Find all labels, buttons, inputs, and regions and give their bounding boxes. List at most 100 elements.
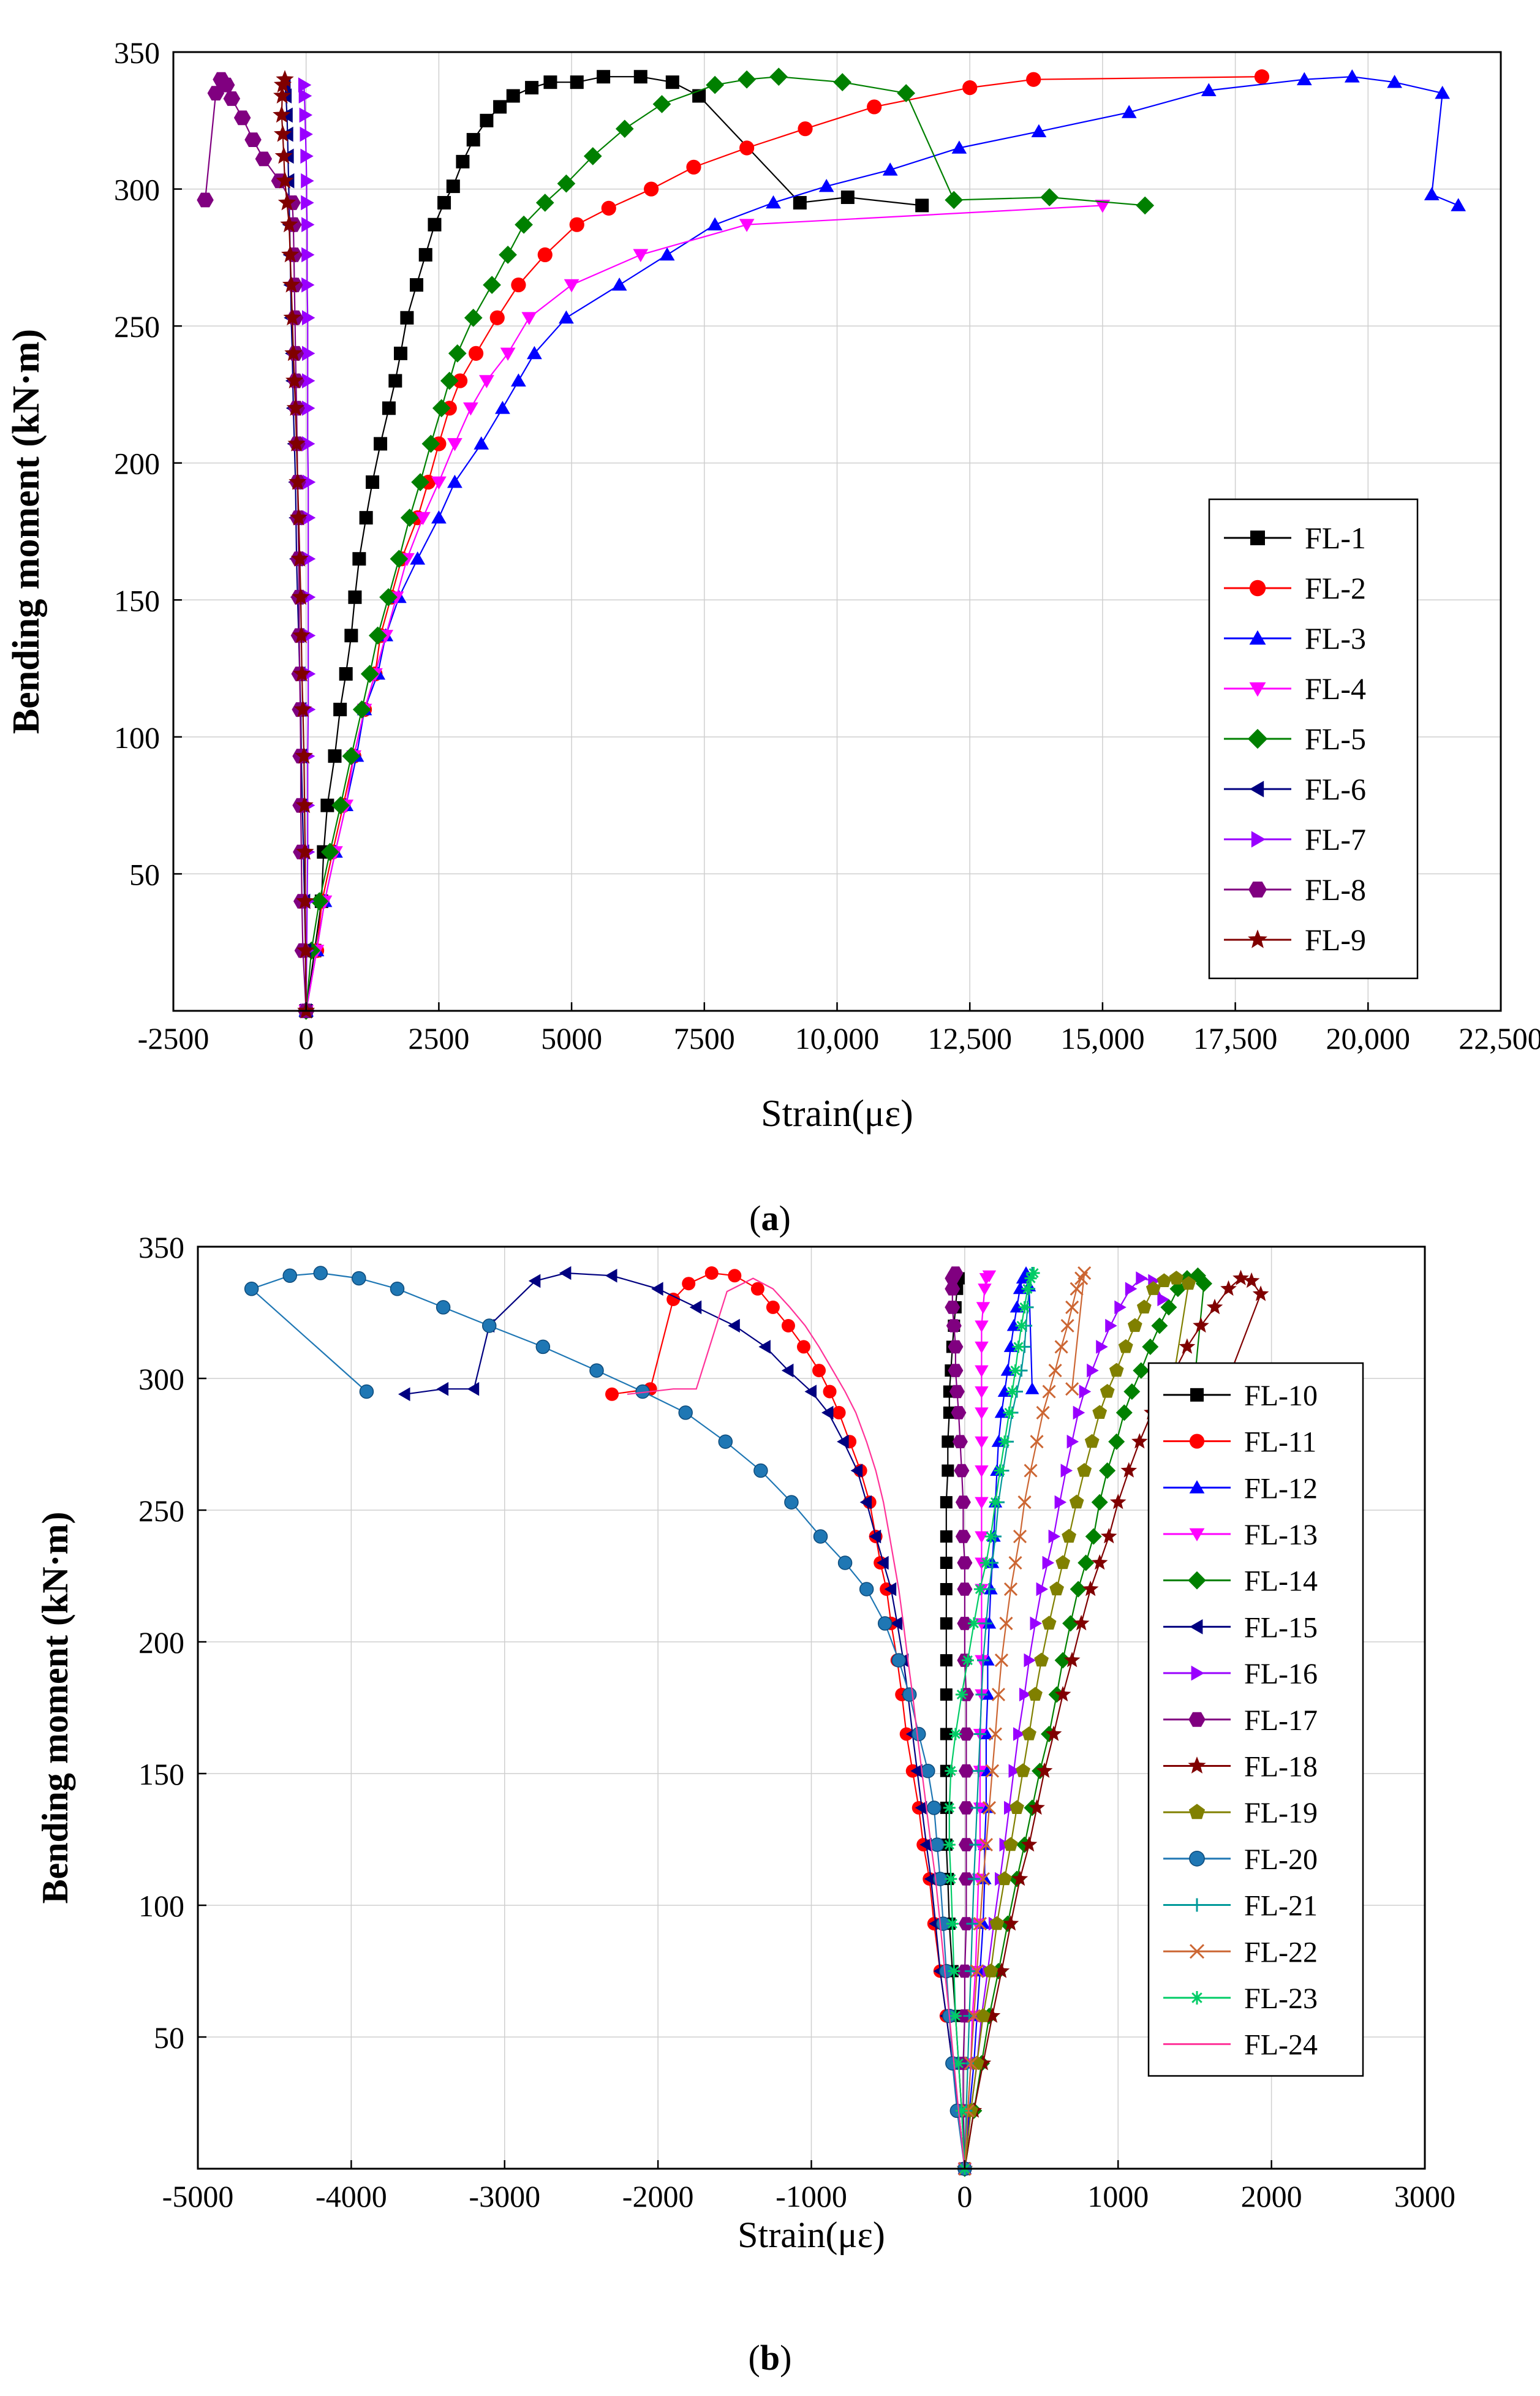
data-point-FL-5 — [897, 84, 915, 102]
data-point-FL-23 — [946, 1918, 959, 1930]
legend-marker-FL-23 — [1190, 1990, 1204, 2005]
x-tick-label: 3000 — [1394, 2179, 1455, 2213]
data-point-FL-13 — [975, 1320, 989, 1332]
legend-entry-FL-6: FL-6 — [1224, 772, 1366, 806]
x-tick-label: -4000 — [315, 2179, 387, 2213]
data-point-FL-14 — [1091, 1494, 1108, 1511]
data-point-FL-5 — [483, 276, 501, 294]
data-point-FL-19 — [1077, 1463, 1092, 1477]
data-point-FL-5 — [515, 215, 533, 234]
data-point-FL-20 — [877, 1616, 893, 1631]
data-point-FL-15 — [398, 1387, 410, 1402]
data-point-FL-3 — [495, 401, 510, 414]
data-point-FL-1 — [480, 113, 494, 127]
y-tick-label: 350 — [114, 36, 160, 70]
data-point-FL-21 — [976, 1654, 989, 1667]
data-point-FL-22 — [982, 1801, 997, 1815]
y-tick-label: 250 — [114, 309, 160, 344]
data-point-FL-1 — [359, 511, 373, 525]
data-point-FL-15 — [915, 1801, 927, 1815]
data-point-FL-3 — [1387, 75, 1402, 88]
data-point-FL-18 — [1109, 1494, 1127, 1510]
data-point-FL-15 — [758, 1340, 771, 1354]
data-point-FL-19 — [989, 1916, 1005, 1930]
legend-marker-FL-21 — [1190, 1898, 1204, 1912]
data-point-FL-21 — [972, 1764, 985, 1777]
data-point-FL-9 — [295, 746, 313, 764]
data-point-FL-18 — [1054, 1686, 1071, 1702]
data-point-FL-1 — [570, 75, 584, 89]
data-point-FL-15 — [890, 1616, 903, 1631]
data-point-FL-16 — [1136, 1271, 1148, 1285]
data-point-FL-9 — [286, 398, 304, 416]
series-FL-16 — [959, 1271, 1169, 2176]
x-tick-label: 1000 — [1087, 2179, 1149, 2213]
data-point-FL-9 — [285, 371, 304, 388]
legend-marker-FL-1 — [1250, 531, 1265, 545]
data-point-FL-20 — [436, 1300, 451, 1315]
data-point-FL-1 — [344, 629, 358, 643]
data-point-FL-7 — [298, 77, 312, 93]
data-point-FL-8 — [233, 110, 251, 126]
legend-marker-FL-15 — [1189, 1619, 1203, 1634]
data-point-FL-8 — [213, 72, 230, 87]
data-point-FL-16 — [1125, 1282, 1138, 1296]
legend-label-FL-13: FL-13 — [1244, 1519, 1318, 1551]
data-point-FL-18 — [1100, 1528, 1117, 1544]
data-point-FL-22 — [1042, 1385, 1056, 1399]
data-point-FL-20 — [891, 1653, 906, 1668]
data-point-FL-3 — [1296, 72, 1312, 86]
data-point-FL-9 — [289, 472, 307, 490]
data-point-FL-9 — [280, 215, 298, 233]
data-point-FL-2 — [601, 200, 616, 216]
data-point-FL-2 — [798, 121, 813, 137]
data-point-FL-3 — [818, 179, 834, 192]
data-point-FL-16 — [1114, 1300, 1127, 1315]
series-FL-2 — [298, 69, 1270, 1019]
series-FL-3 — [298, 69, 1466, 1017]
legend-marker-FL-19 — [1188, 1804, 1206, 1820]
data-point-FL-17 — [955, 1495, 971, 1509]
data-point-FL-10 — [940, 1557, 953, 1569]
data-point-FL-20 — [784, 1495, 799, 1510]
data-point-FL-23 — [989, 1496, 1002, 1509]
data-point-FL-4 — [500, 347, 516, 361]
data-point-FL-7 — [302, 510, 316, 526]
data-point-FL-5 — [320, 842, 339, 861]
y-tick-label: 350 — [138, 1230, 184, 1264]
data-point-FL-10 — [940, 1728, 953, 1740]
data-point-FL-15 — [919, 1837, 932, 1852]
x-tick-label: -3000 — [469, 2179, 540, 2213]
data-point-FL-9 — [281, 245, 300, 263]
data-point-FL-3 — [1435, 86, 1450, 99]
legend-entry-FL-11: FL-11 — [1163, 1426, 1316, 1459]
data-point-FL-22 — [970, 1964, 984, 1978]
caption-b: (b) — [748, 2338, 792, 2378]
data-point-FL-8 — [244, 132, 262, 147]
data-point-FL-1 — [633, 70, 647, 84]
data-point-FL-16 — [1024, 1653, 1036, 1668]
data-point-FL-19 — [997, 1871, 1012, 1886]
data-point-FL-19 — [1062, 1529, 1076, 1543]
data-point-FL-16 — [1036, 1582, 1049, 1597]
series-line-FL-16 — [964, 1277, 1163, 2169]
legend-label-FL-24: FL-24 — [1244, 2029, 1318, 2062]
data-point-FL-15 — [436, 1381, 449, 1396]
data-point-FL-18 — [1091, 1554, 1108, 1570]
x-tick-label: -2000 — [622, 2179, 694, 2213]
legend-label-FL-7: FL-7 — [1305, 822, 1366, 856]
data-point-FL-4 — [521, 312, 537, 325]
data-point-FL-5 — [833, 73, 851, 91]
data-point-FL-12 — [994, 1405, 1009, 1418]
series-line-FL-3 — [305, 76, 1459, 1011]
x-tick-label: -5000 — [162, 2179, 234, 2213]
data-point-FL-5 — [769, 67, 788, 86]
data-point-FL-16 — [1004, 1801, 1016, 1815]
legend-label-FL-19: FL-19 — [1244, 1797, 1318, 1829]
data-point-FL-13 — [978, 1283, 992, 1296]
data-point-FL-19 — [1022, 1726, 1036, 1740]
data-point-FL-9 — [276, 171, 294, 189]
legend-entry-FL-5: FL-5 — [1224, 722, 1366, 756]
data-point-FL-2 — [1254, 69, 1270, 85]
data-point-FL-18 — [1252, 1285, 1269, 1301]
